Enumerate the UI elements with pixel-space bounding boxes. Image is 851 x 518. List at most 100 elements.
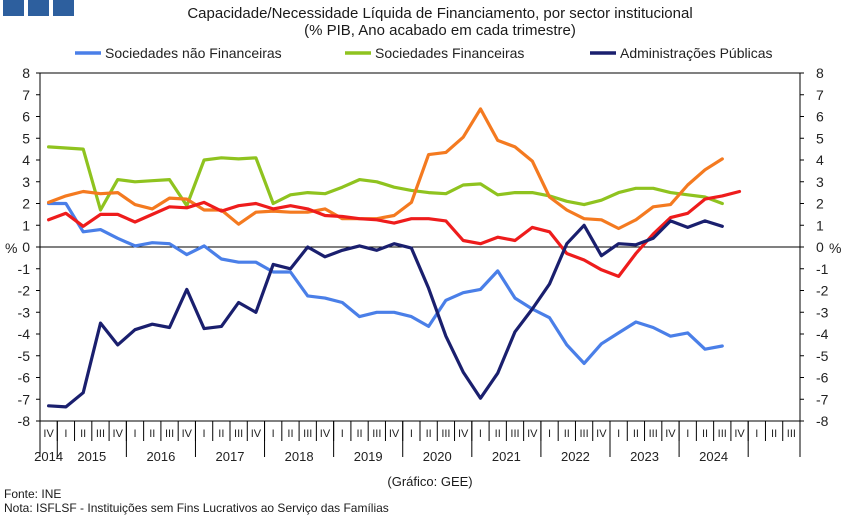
- brand-logo-block-3: [53, 0, 74, 16]
- x-quarter-label: IV: [43, 428, 54, 440]
- x-quarter-label: II: [702, 428, 708, 440]
- y-tick-label-left: -4: [18, 326, 31, 342]
- x-year-label: 2024: [699, 449, 728, 464]
- x-quarter-label: I: [548, 428, 551, 440]
- y-tick-label-right: -2: [816, 283, 829, 299]
- y-tick-label-left: 8: [22, 65, 30, 81]
- y-tick-label-left: 0: [22, 239, 30, 255]
- x-quarter-label: II: [149, 428, 155, 440]
- y-tick-label-right: -8: [816, 413, 829, 429]
- x-quarter-label: II: [426, 428, 432, 440]
- y-tick-label-right: 3: [816, 174, 824, 190]
- x-year-label: 2020: [423, 449, 452, 464]
- x-quarter-label: III: [441, 428, 450, 440]
- x-year-label: 2015: [77, 449, 106, 464]
- x-quarter-label: II: [80, 428, 86, 440]
- x-quarter-label: II: [218, 428, 224, 440]
- y-unit-right: %: [829, 240, 841, 256]
- x-quarter-label: IV: [113, 428, 124, 440]
- y-tick-label-left: 3: [22, 174, 30, 190]
- x-quarter-label: III: [718, 428, 727, 440]
- x-quarter-label: II: [633, 428, 639, 440]
- x-quarter-label: I: [203, 428, 206, 440]
- y-tick-label-right: -7: [816, 391, 829, 407]
- x-year-label: 2018: [285, 449, 314, 464]
- chart-legend: Sociedades não Financeiras Sociedades Fin…: [75, 45, 773, 61]
- x-year-label: 2021: [492, 449, 521, 464]
- x-quarter-label: IV: [182, 428, 193, 440]
- x-quarter-label: II: [287, 428, 293, 440]
- x-quarter-label: IV: [251, 428, 262, 440]
- x-quarter-label: IV: [665, 428, 676, 440]
- y-tick-label-right: -6: [816, 370, 829, 386]
- chart-svg: 8 8 7 7 6 6 5 5 4 4 3 3 2 2 1 1 0 0 -1 -1 -2 -2 -3 -3 -4 -4 -5 -5 -6…: [5, 45, 841, 464]
- chart-subtitle: (% PIB, Ano acabado em cada trimestre): [304, 22, 576, 39]
- x-year-label: 2014: [34, 449, 63, 464]
- x-year-label: 2017: [216, 449, 245, 464]
- x-quarter-label: I: [686, 428, 689, 440]
- y-tick-label-left: -5: [18, 348, 31, 364]
- y-tick-label-left: -1: [18, 261, 31, 277]
- y-tick-label-right: -3: [816, 304, 829, 320]
- y-tick-label-right: -4: [816, 326, 829, 342]
- y-tick-label-left: -2: [18, 283, 31, 299]
- y-tick-label-right: 7: [816, 87, 824, 103]
- x-quarter-label: III: [234, 428, 243, 440]
- y-tick-label-left: 6: [22, 109, 30, 125]
- chart-title: Capacidade/Necessidade Líquida de Financ…: [187, 5, 693, 22]
- x-quarter-label: I: [64, 428, 67, 440]
- series-line: [46, 145, 724, 212]
- chart-series: [46, 107, 742, 409]
- y-unit-left: %: [5, 240, 17, 256]
- x-quarter-label: III: [165, 428, 174, 440]
- brand-logo-block-1: [3, 0, 24, 16]
- series-line: [46, 189, 742, 278]
- x-quarter-label: I: [479, 428, 482, 440]
- y-tick-label-left: 4: [22, 152, 30, 168]
- y-tick-label-right: -1: [816, 261, 829, 277]
- y-tick-label-right: 6: [816, 109, 824, 125]
- x-quarter-label: I: [341, 428, 344, 440]
- y-tick-label-left: 1: [22, 217, 30, 233]
- x-quarter-label: III: [787, 428, 796, 440]
- x-quarter-label: IV: [320, 428, 331, 440]
- x-year-label: 2022: [561, 449, 590, 464]
- x-quarter-label: I: [617, 428, 620, 440]
- brand-logo-block-2: [28, 0, 49, 16]
- y-tick-label-right: 5: [816, 130, 824, 146]
- x-quarter-label: III: [303, 428, 312, 440]
- y-tick-label-left: 2: [22, 196, 30, 212]
- y-tick-label-right: 8: [816, 65, 824, 81]
- x-quarter-label: II: [356, 428, 362, 440]
- x-year-label: 2023: [630, 449, 659, 464]
- x-quarter-label: III: [580, 428, 589, 440]
- x-quarter-label: IV: [596, 428, 607, 440]
- x-quarter-label: III: [96, 428, 105, 440]
- series-line: [46, 107, 724, 231]
- y-tick-label-left: 5: [22, 130, 30, 146]
- x-quarter-label: II: [564, 428, 570, 440]
- x-quarter-label: IV: [389, 428, 400, 440]
- y-tick-label-right: 4: [816, 152, 824, 168]
- x-quarter-label: I: [272, 428, 275, 440]
- series-line: [46, 219, 724, 409]
- x-year-label: 2016: [146, 449, 175, 464]
- series-line: [46, 201, 724, 365]
- legend-item-2-label: Sociedades Financeiras: [375, 45, 524, 61]
- y-tick-label-left: -6: [18, 370, 31, 386]
- x-quarter-label: IV: [458, 428, 469, 440]
- x-quarter-label: I: [133, 428, 136, 440]
- y-tick-label-left: -7: [18, 391, 31, 407]
- footnote: Nota: ISFLSF - Instituições sem Fins Luc…: [4, 501, 389, 515]
- chart-axes: 8 8 7 7 6 6 5 5 4 4 3 3 2 2 1 1 0 0 -1 -1 -2 -2 -3 -3 -4 -4 -5 -5 -6…: [5, 65, 841, 464]
- x-quarter-label: II: [495, 428, 501, 440]
- y-tick-label-right: 0: [816, 239, 824, 255]
- x-quarter-label: III: [372, 428, 381, 440]
- x-quarter-label: IV: [527, 428, 538, 440]
- y-tick-label-right: 1: [816, 217, 824, 233]
- x-quarter-label: I: [755, 428, 758, 440]
- x-quarter-label: III: [510, 428, 519, 440]
- x-quarter-label: II: [771, 428, 777, 440]
- chart-credit: (Gráfico: GEE): [387, 474, 473, 489]
